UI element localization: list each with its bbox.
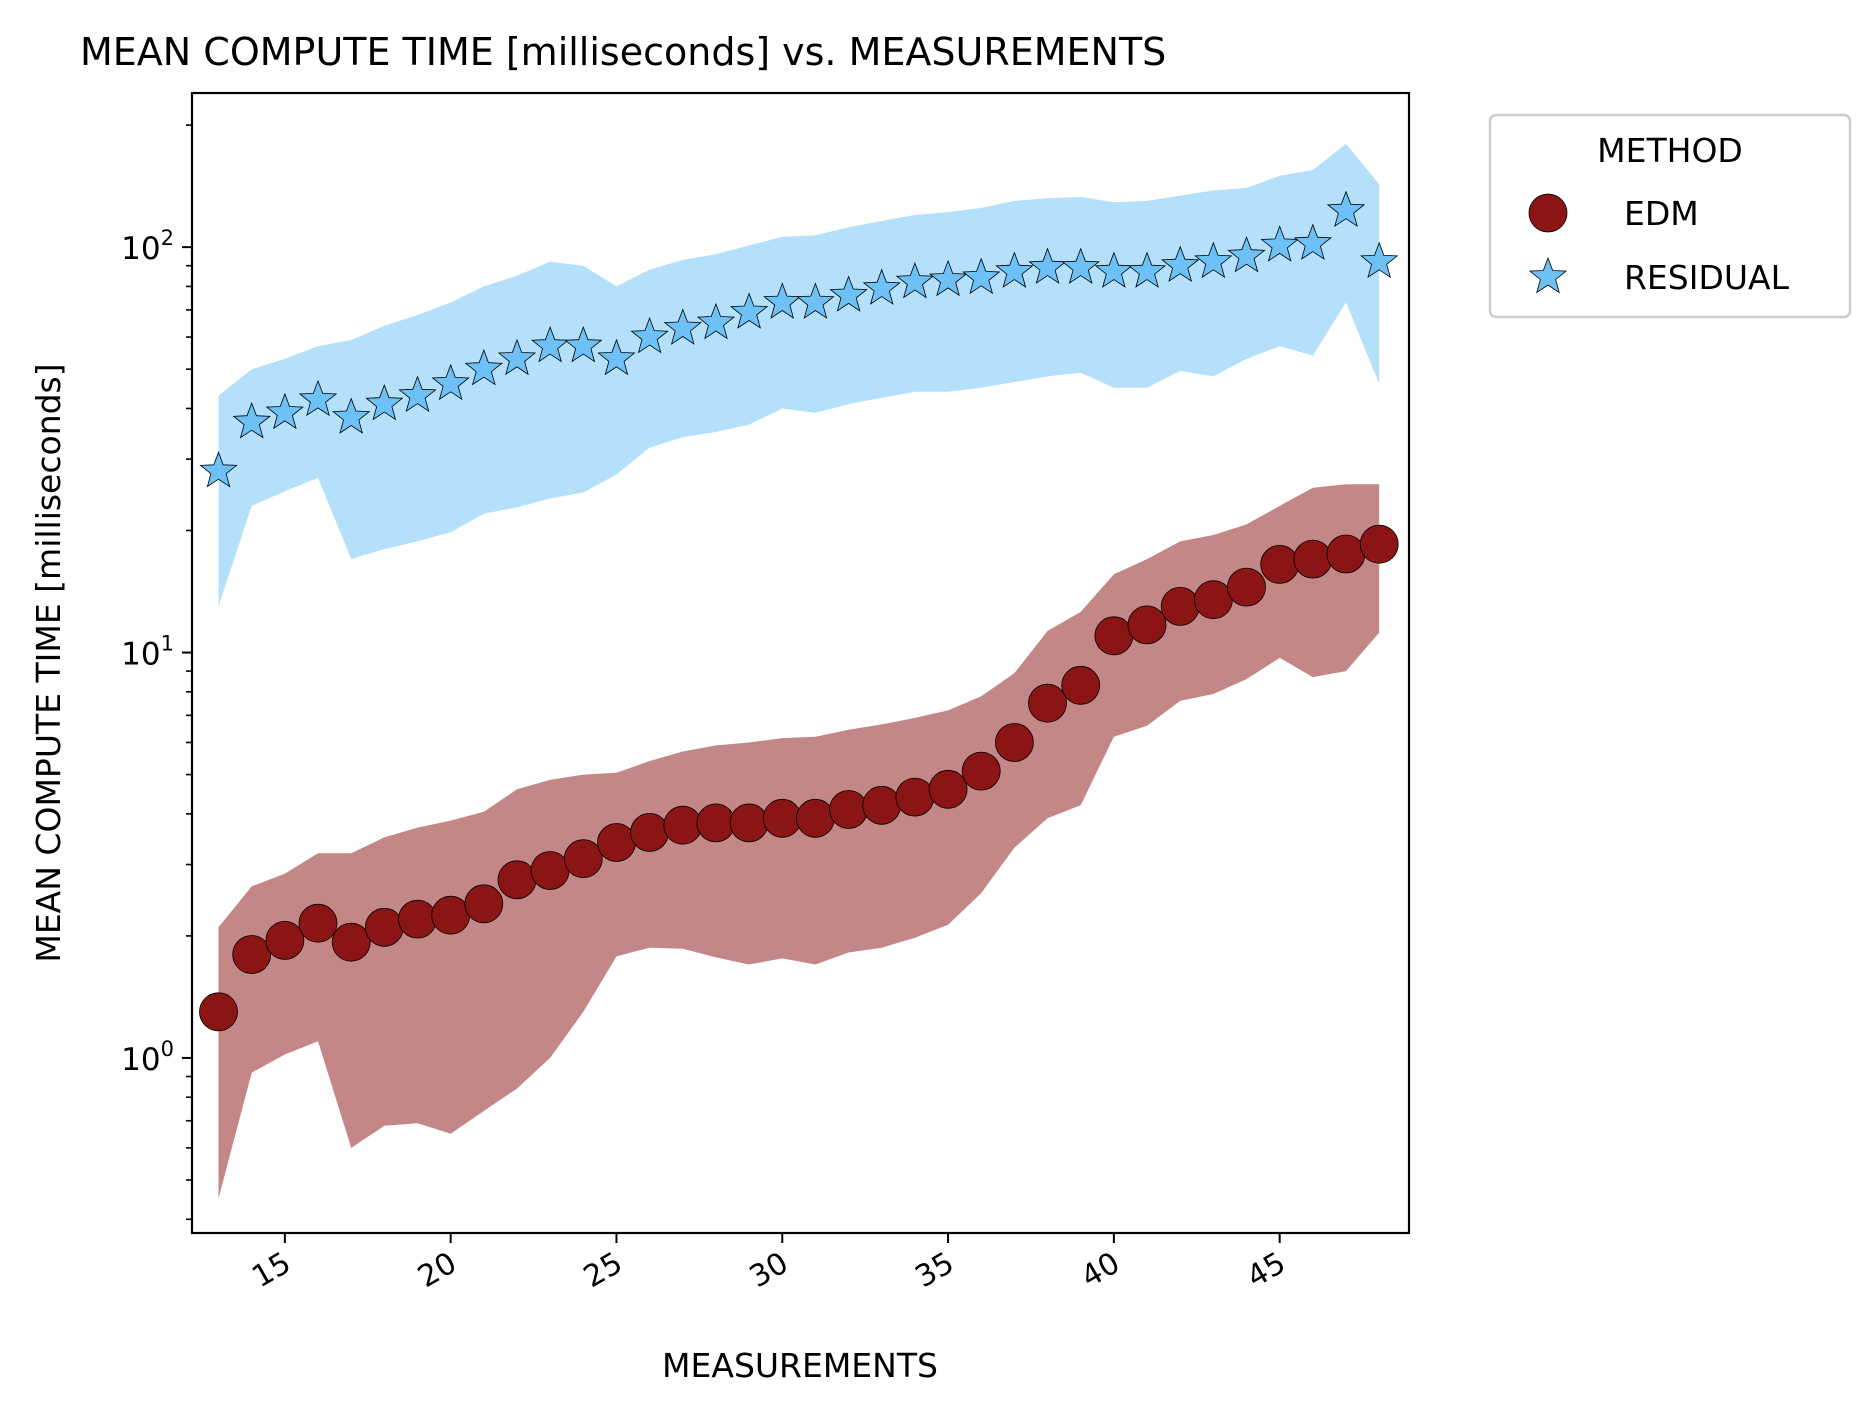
point-residual-36 <box>962 257 1001 295</box>
point-edm-39 <box>1061 665 1101 705</box>
point-residual-35 <box>928 259 968 297</box>
point-residual-37 <box>995 251 1034 288</box>
point-residual-29 <box>729 292 769 329</box>
point-edm-24 <box>563 839 603 879</box>
point-edm-26 <box>630 813 669 852</box>
point-residual-25 <box>597 338 636 376</box>
point-residual-38 <box>1028 247 1067 284</box>
y-axis-ticks: 100 101 102 <box>121 124 192 1221</box>
point-residual-32 <box>829 275 868 312</box>
point-edm-29 <box>729 803 769 843</box>
point-residual-20 <box>431 363 470 401</box>
point-edm-31 <box>796 798 835 838</box>
legend-box <box>1488 113 1852 319</box>
point-residual-18 <box>365 383 404 421</box>
point-residual-22 <box>497 338 537 376</box>
chart-title: MEAN COMPUTE TIME [milliseconds] vs. MEA… <box>80 30 1166 74</box>
point-residual-33 <box>862 268 901 305</box>
point-edm-22 <box>497 860 537 900</box>
point-edm-16 <box>298 903 338 943</box>
point-residual-14 <box>232 402 271 439</box>
point-edm-18 <box>364 907 404 947</box>
point-residual-43 <box>1194 241 1233 279</box>
point-edm-30 <box>762 798 802 838</box>
legend-title: METHOD <box>1597 131 1743 170</box>
y-tick-label-100: 102 <box>121 226 174 267</box>
point-edm-32 <box>829 790 868 829</box>
point-edm-40 <box>1094 616 1134 656</box>
point-residual-46 <box>1293 223 1332 260</box>
point-residual-23 <box>531 325 570 363</box>
point-edm-14 <box>232 935 272 974</box>
point-edm-48 <box>1359 524 1399 564</box>
point-residual-16 <box>298 379 338 417</box>
confidence-bands <box>218 143 1380 1199</box>
legend-marker-residual <box>1528 256 1568 294</box>
point-residual-48 <box>1360 241 1399 279</box>
point-residual-47 <box>1326 190 1366 228</box>
legend-label-residual: RESIDUAL <box>1624 258 1790 297</box>
point-edm-38 <box>1028 683 1067 723</box>
point-edm-25 <box>597 823 636 862</box>
point-residual-24 <box>564 325 603 363</box>
point-residual-34 <box>895 261 935 299</box>
point-residual-26 <box>630 316 669 354</box>
point-residual-31 <box>796 282 835 319</box>
point-residual-44 <box>1227 236 1266 273</box>
point-edm-33 <box>862 785 902 825</box>
point-edm-41 <box>1127 605 1167 645</box>
point-residual-40 <box>1094 251 1133 288</box>
point-residual-15 <box>265 392 304 430</box>
point-edm-44 <box>1227 567 1266 607</box>
point-residual-42 <box>1161 245 1200 283</box>
point-edm-47 <box>1326 534 1366 574</box>
plot-area-frame <box>190 91 1411 1235</box>
point-edm-19 <box>398 899 437 939</box>
point-edm-34 <box>895 777 935 817</box>
band-edm <box>218 484 1380 1199</box>
point-edm-36 <box>961 751 1001 791</box>
legend-marker-edm <box>1528 193 1568 233</box>
point-residual-30 <box>763 282 802 319</box>
point-residual-28 <box>696 302 736 340</box>
point-edm-13 <box>199 992 238 1032</box>
point-edm-21 <box>464 884 504 924</box>
y-tick-label-1: 100 <box>121 1037 174 1078</box>
point-edm-27 <box>663 805 703 845</box>
point-edm-35 <box>928 769 968 809</box>
point-edm-45 <box>1260 545 1300 584</box>
point-edm-20 <box>431 895 471 935</box>
point-edm-17 <box>331 922 371 962</box>
point-residual-39 <box>1061 247 1100 284</box>
point-residual-45 <box>1260 225 1299 262</box>
legend-label-edm: EDM <box>1624 194 1699 233</box>
point-edm-43 <box>1194 580 1233 620</box>
x-axis-label: MEASUREMENTS <box>662 1346 938 1385</box>
point-residual-17 <box>332 397 371 434</box>
point-edm-28 <box>696 803 736 843</box>
legend: METHOD EDM RESIDUAL <box>1488 113 1852 319</box>
y-axis-label: MEAN COMPUTE TIME [milliseconds] <box>29 363 68 962</box>
point-edm-46 <box>1293 539 1333 579</box>
point-residual-27 <box>663 308 702 345</box>
data-markers <box>199 190 1399 1032</box>
point-residual-41 <box>1127 251 1167 288</box>
band-residual <box>218 143 1380 607</box>
point-edm-42 <box>1160 587 1200 626</box>
point-residual-21 <box>464 349 503 386</box>
point-edm-37 <box>995 723 1034 762</box>
point-residual-13 <box>199 451 238 488</box>
point-edm-23 <box>530 851 570 890</box>
y-tick-label-10: 101 <box>121 632 174 673</box>
point-edm-15 <box>265 921 305 960</box>
point-residual-19 <box>398 375 437 413</box>
